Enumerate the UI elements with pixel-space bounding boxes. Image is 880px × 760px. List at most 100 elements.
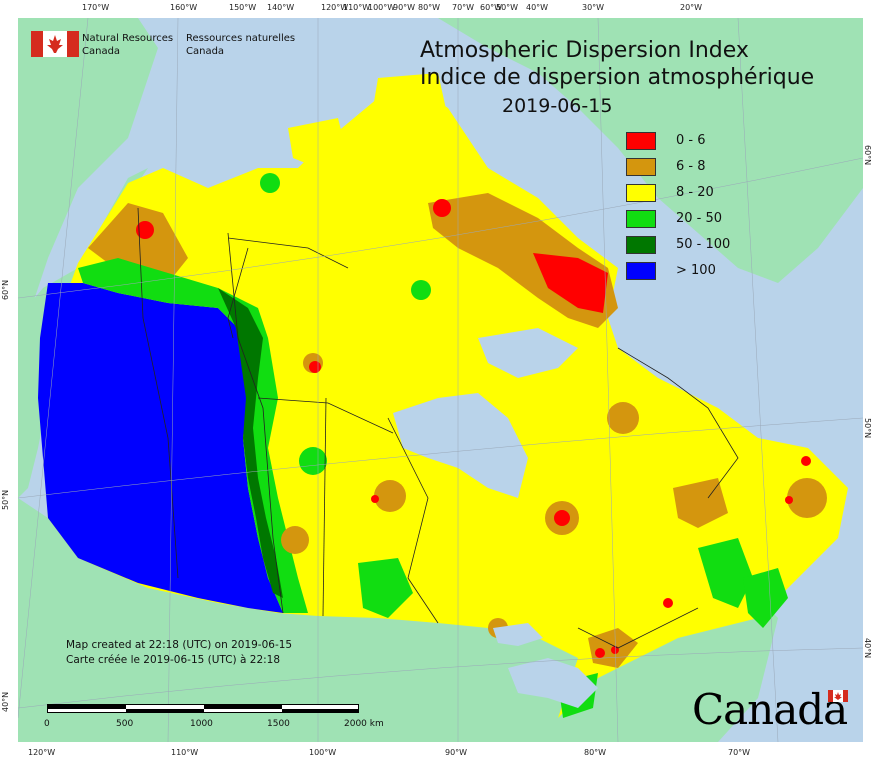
orange-spot [281,526,309,554]
legend-swatch [626,236,656,254]
great-lakes [508,658,598,708]
red-spot [136,221,154,239]
red-spot [309,361,321,373]
red-spot [663,598,673,608]
lon-label-top: 100°W [368,3,396,12]
nwt-green-dot [299,447,327,475]
legend-label: 6 - 8 [676,159,706,174]
lon-label-top: 140°W [267,3,295,12]
lon-label-top: 110°W [343,3,371,12]
red-spot [371,495,379,503]
lon-label-top: 120°W [321,3,349,12]
canada-flag-icon [31,31,79,57]
legend-item: > 100 [626,262,766,282]
red-spot [785,496,793,504]
manitoba-green-zone [358,558,413,618]
arctic-island [248,188,308,238]
arctic-green-dot [260,173,280,193]
created-stamp-en: Map created at 22:18 (UTC) on 2019-06-15 [66,639,293,651]
lon-label-top: 160°W [170,3,198,12]
agency-name-en: Canada [82,46,121,57]
lat-label-left: 60°N [1,279,10,300]
lon-label-top: 170°W [82,3,110,12]
lat-label-left: 40°N [1,691,10,712]
legend-swatch [626,210,656,228]
lat-label-right: 60°N [863,145,872,166]
alaska-landmass [18,18,158,328]
legend-label: 20 - 50 [676,211,723,226]
maritimes-green-zone [743,568,788,628]
map-title-fr: Indice de dispersion atmosphérique [420,65,815,90]
wordmark-flag-icon [828,690,848,702]
hudson-bay [393,393,528,498]
scale-label: 1000 [190,719,213,729]
arctic-island [373,73,448,128]
quebec-orange-zone [673,478,728,528]
lon-label-top: 50°W [496,3,519,12]
map-svg [18,18,863,742]
scale-bar-segment [204,705,282,709]
orange-spot [607,402,639,434]
lon-label-top: 20°W [680,3,703,12]
legend-item: 20 - 50 [626,210,766,230]
graticule [18,18,863,742]
lon-label-bottom: 100°W [309,748,337,757]
scale-label: 1500 [267,719,290,729]
hudson-strait [478,328,578,378]
lon-label-bottom: 110°W [171,748,199,757]
canada-wordmark: Canada [692,685,848,734]
orange-spot [374,480,406,512]
map-date: 2019-06-15 [502,95,613,117]
baffin-red-zone [533,253,608,313]
scale-bar-segment [126,709,204,713]
lon-label-top: 60°W [480,3,503,12]
orange-spot [787,478,827,518]
legend-label: 0 - 6 [676,133,706,148]
red-spot [595,648,605,658]
lon-label-bottom: 80°W [584,748,607,757]
quebec-green-zone [698,538,753,608]
bc-blue-zone [38,283,283,613]
legend-swatch [626,184,656,202]
red-spot [611,646,619,654]
lon-label-top: 70°W [452,3,475,12]
arctic-green-dot [411,280,431,300]
scale-bar-segment [282,709,358,713]
lat-label-right: 40°N [863,638,872,659]
red-spot [801,456,811,466]
legend-item: 8 - 20 [626,184,766,204]
created-stamp-fr: Carte créée le 2019-06-15 (UTC) à 22:18 [66,654,281,666]
lon-label-bottom: 70°W [728,748,751,757]
red-spot [433,199,451,217]
legend-item: 6 - 8 [626,158,766,178]
agency-name-en: Natural Resources [82,33,174,44]
legend-label: > 100 [676,263,716,278]
lon-label-top: 40°W [526,3,549,12]
legend-swatch [626,262,656,280]
lat-label-right: 50°N [863,418,872,439]
arctic-island [398,133,458,178]
scale-bar-segment [48,705,126,709]
lon-label-top: 90°W [393,3,416,12]
legend-label: 50 - 100 [676,237,731,252]
lon-label-top: 30°W [582,3,605,12]
bc-darkgreen-band [218,288,283,598]
legend-swatch [626,132,656,150]
dispersion-map [18,18,863,742]
provincial-boundaries [137,207,739,649]
lon-label-top: 80°W [418,3,441,12]
legend-item: 50 - 100 [626,236,766,256]
scale-label: 0 [44,719,50,729]
agency-name-fr: Canada [186,46,225,57]
map-title-en: Atmospheric Dispersion Index [420,38,749,63]
legend-swatch [626,158,656,176]
agency-name-fr: Ressources naturelles [186,33,296,44]
lon-label-bottom: 90°W [445,748,468,757]
legend-label: 8 - 20 [676,185,714,200]
scale-label: 2000 km [344,719,384,729]
scale-bar [47,704,359,713]
greenland-landmass [438,18,863,283]
scale-label: 500 [116,719,134,729]
lon-label-top: 150°W [229,3,257,12]
